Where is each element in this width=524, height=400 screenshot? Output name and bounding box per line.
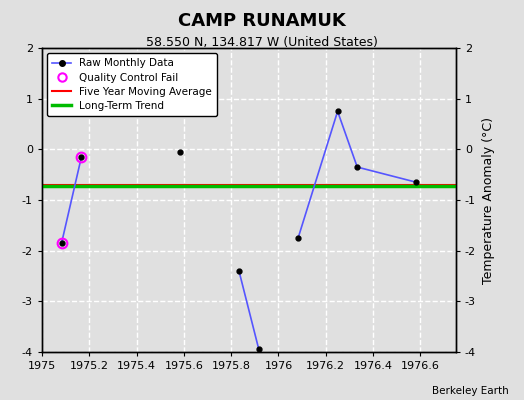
- Text: CAMP RUNAMUK: CAMP RUNAMUK: [178, 12, 346, 30]
- Y-axis label: Temperature Anomaly (°C): Temperature Anomaly (°C): [482, 116, 495, 284]
- Text: 58.550 N, 134.817 W (United States): 58.550 N, 134.817 W (United States): [146, 36, 378, 49]
- Text: Berkeley Earth: Berkeley Earth: [432, 386, 508, 396]
- Legend: Raw Monthly Data, Quality Control Fail, Five Year Moving Average, Long-Term Tren: Raw Monthly Data, Quality Control Fail, …: [47, 53, 217, 116]
